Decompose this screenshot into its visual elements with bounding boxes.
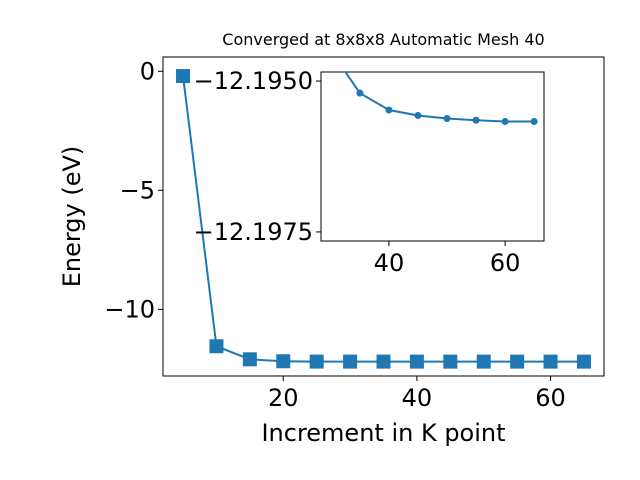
inset-data-point [356,89,364,97]
main-data-point [543,354,558,369]
inset-series-line [344,72,535,123]
main-data-point [209,339,224,354]
inset-data-point [414,111,422,119]
main-x-tick-label: 20 [268,384,299,412]
main-data-point [176,69,191,84]
inset-y-tick-label: −12.1950 [194,67,313,95]
inset-x-tick-label: 60 [490,249,521,277]
main-y-tick-label: 0 [140,57,155,85]
main-data-point [443,354,458,369]
inset-x-tick-label: 40 [374,249,405,277]
main-data-point [376,354,391,369]
inset-axes: 40 60 −12.1975 −12.1950 [194,67,545,277]
inset-data-point [501,117,509,125]
x-axis-label: Increment in K point [261,419,505,447]
main-data-point [476,354,491,369]
main-y-tick-label: −10 [104,295,155,323]
main-data-point [242,352,257,367]
main-data-point [409,354,424,369]
chart-title: Converged at 8x8x8 Automatic Mesh 40 [222,30,544,49]
main-y-tick-label: −5 [120,176,155,204]
main-data-point [576,354,591,369]
main-x-tick-label: 40 [402,384,433,412]
main-data-point [276,354,291,369]
y-axis-label: Energy (eV) [58,146,86,288]
inset-y-tick-label: −12.1975 [194,218,313,246]
main-data-point [510,354,525,369]
inset-data-point [443,114,451,122]
inset-data-point [472,116,480,124]
main-data-point [343,354,358,369]
inset-data-point [530,117,538,125]
main-data-point [309,354,324,369]
main-x-tick-label: 60 [535,384,566,412]
inset-frame [320,71,545,242]
inset-data-point [385,106,393,114]
